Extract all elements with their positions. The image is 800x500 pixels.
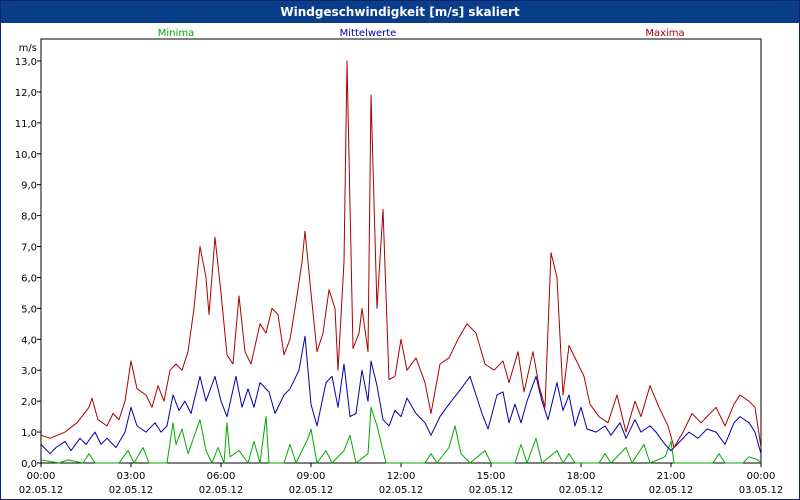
x-tick-time: 03:00 xyxy=(117,471,146,482)
x-tick-date: 02.05.12 xyxy=(649,485,694,496)
y-tick-label: 6,0 xyxy=(21,273,37,284)
y-tick-label: 7,0 xyxy=(21,243,37,254)
y-tick-label: 13,0 xyxy=(15,57,37,68)
x-tick-date: 03.05.12 xyxy=(739,485,784,496)
y-tick-label: 8,0 xyxy=(21,212,37,223)
x-tick-time: 21:00 xyxy=(657,471,686,482)
x-tick-date: 02.05.12 xyxy=(199,485,244,496)
x-tick-date: 02.05.12 xyxy=(109,485,154,496)
x-tick-time: 09:00 xyxy=(297,471,326,482)
y-tick-label: 1,0 xyxy=(21,428,37,439)
x-tick-date: 02.05.12 xyxy=(289,485,334,496)
x-tick-time: 00:00 xyxy=(27,471,56,482)
chart-title: Windgeschwindigkeit [m/s] skaliert xyxy=(1,1,799,23)
x-tick-date: 02.05.12 xyxy=(379,485,424,496)
y-tick-label: 12,0 xyxy=(15,88,37,99)
legend-maxima: Maxima xyxy=(645,28,684,39)
mittelwerte-line xyxy=(40,335,762,455)
x-tick-time: 06:00 xyxy=(207,471,236,482)
x-tick-time: 18:00 xyxy=(567,471,596,482)
minima-line xyxy=(40,406,762,464)
y-tick-label: 0,0 xyxy=(21,459,37,470)
plot-frame xyxy=(40,38,762,464)
y-axis-label: m/s xyxy=(19,43,37,54)
x-tick-date: 02.05.12 xyxy=(469,485,514,496)
legend-minima: Minima xyxy=(158,28,194,39)
y-tick-label: 11,0 xyxy=(15,119,37,130)
x-tick-time: 12:00 xyxy=(387,471,416,482)
x-tick-date: 02.05.12 xyxy=(559,485,604,496)
y-tick-label: 5,0 xyxy=(21,304,37,315)
y-tick-label: 3,0 xyxy=(21,366,37,377)
wind-speed-chart: 0,0 1,0 2,0 3,0 4,0 5,0 6,0 7,0 8,0 9,0 10,0 11,0 12… xyxy=(15,28,784,496)
legend-mittelwerte: Mittelwerte xyxy=(340,28,397,39)
x-tick-date: 02.05.12 xyxy=(19,485,64,496)
series xyxy=(40,60,762,464)
legend: Minima Mittelwerte Maxima xyxy=(158,28,685,39)
y-tick-label: 10,0 xyxy=(15,150,37,161)
y-tick-label: 2,0 xyxy=(21,397,37,408)
x-tick-time: 15:00 xyxy=(477,471,506,482)
y-tick-label: 4,0 xyxy=(21,335,37,346)
x-tick-time: 00:00 xyxy=(747,471,776,482)
y-tick-label: 9,0 xyxy=(21,181,37,192)
maxima-line xyxy=(40,60,762,448)
